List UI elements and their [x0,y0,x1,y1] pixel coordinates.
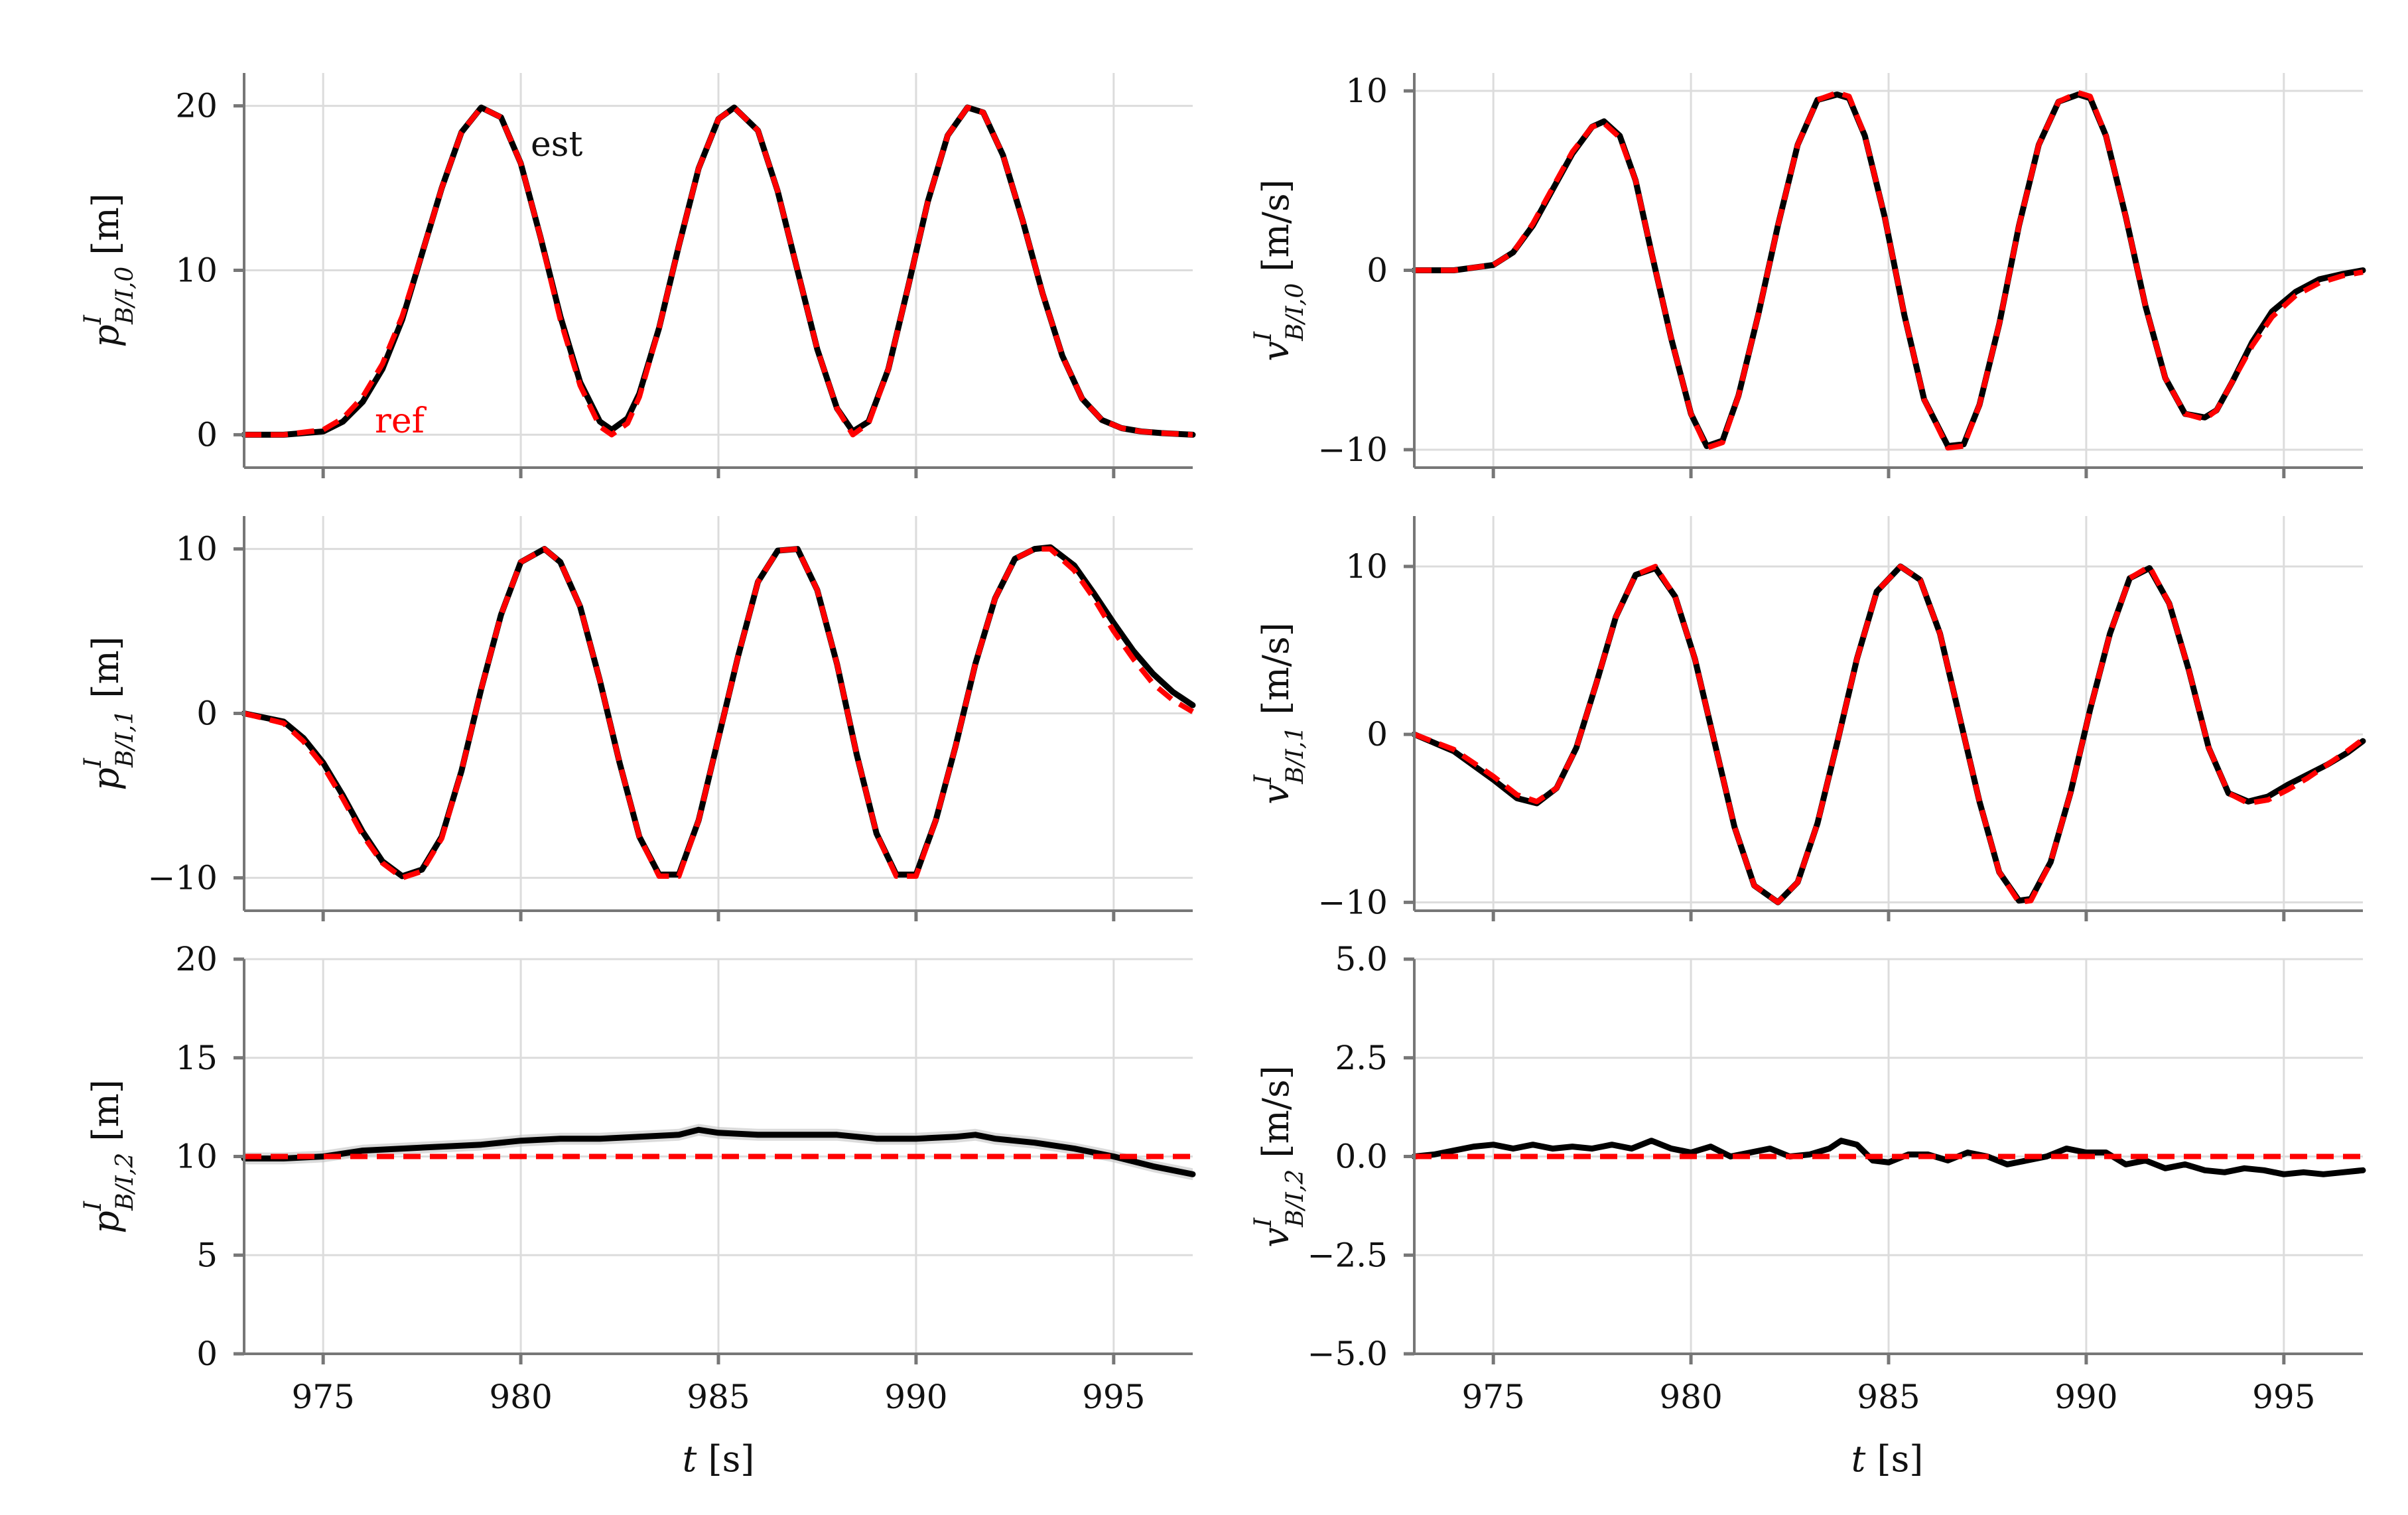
p1-ytick-label: 0 [196,694,218,733]
p2-ytick-label: 15 [175,1039,218,1077]
p0-ytick-label: 10 [175,251,218,290]
p2-xtick-label: 985 [687,1378,750,1416]
v2-ytick-label: −2.5 [1307,1236,1388,1274]
v2-ytick-label: −5.0 [1307,1335,1388,1373]
v2-xtick-label: 975 [1461,1378,1524,1416]
p2-xtick-label: 990 [884,1378,947,1416]
v1-ref-line [1413,564,2365,905]
v0-ytick-label: −10 [1317,430,1388,469]
v2-y-axis-label: vI B/I,2 [m/s] [1250,1065,1309,1247]
v0-ref-line [1414,90,2364,451]
p2-y-axis-label: pI B/I,2 [m] [80,1079,139,1233]
v2-ytick-label: 5.0 [1335,940,1388,978]
p2-ytick-label: 5 [196,1236,218,1274]
v2-xtick-label: 985 [1857,1378,1920,1416]
p0-ref-line [244,105,1193,438]
v1-y-axis-label: vI B/I,1 [m/s] [1250,622,1309,804]
v2-ytick-label: 2.5 [1335,1039,1388,1077]
v2-ytick-label: 0.0 [1335,1138,1388,1176]
axes-layer: 0 10 20 pI B/I,0 [m] −10 0 10 vI B/I,0 [m/s] −10 0 1… [80,72,2363,1416]
est-series-tag: est [531,125,582,165]
p2-ytick-label: 20 [175,940,218,978]
v0-ytick-label: 0 [1367,251,1388,290]
ref-series-tag: ref [375,401,427,441]
p2-xtick-label: 975 [291,1378,354,1416]
p2-ytick-label: 0 [196,1335,218,1373]
p2-est-line [241,1126,1196,1177]
p1-y-axis-label: pI B/I,1 [m] [80,636,139,790]
p2-ytick-label: 10 [175,1138,218,1176]
p1-ytick-label: 10 [175,530,218,568]
v0-ytick-label: 10 [1345,72,1388,110]
lines-layer [241,90,2366,1177]
v1-ytick-label: −10 [1317,883,1388,921]
v2-xtick-label: 990 [2054,1378,2117,1416]
p0-ytick-label: 20 [175,87,218,125]
x-axis-label-left: t [s] [683,1438,755,1480]
x-axis-label-right: t [s] [1851,1438,1924,1480]
v0-y-axis-label: vI B/I,0 [m/s] [1250,179,1309,361]
v1-ytick-label: 0 [1367,715,1388,754]
p2-xtick-label: 980 [489,1378,552,1416]
v2-est-line [1411,1138,2366,1177]
p0-ytick-label: 0 [196,415,218,454]
v2-xtick-label: 995 [2252,1378,2315,1416]
grid-layer [244,73,2363,1355]
v2-xtick-label: 980 [1659,1378,1722,1416]
p1-ref-line [243,546,1195,881]
p0-y-axis-label: pI B/I,0 [m] [80,193,139,347]
p2-xtick-label: 995 [1082,1378,1145,1416]
v1-ytick-label: 10 [1345,547,1388,586]
p1-ytick-label: −10 [147,858,218,897]
